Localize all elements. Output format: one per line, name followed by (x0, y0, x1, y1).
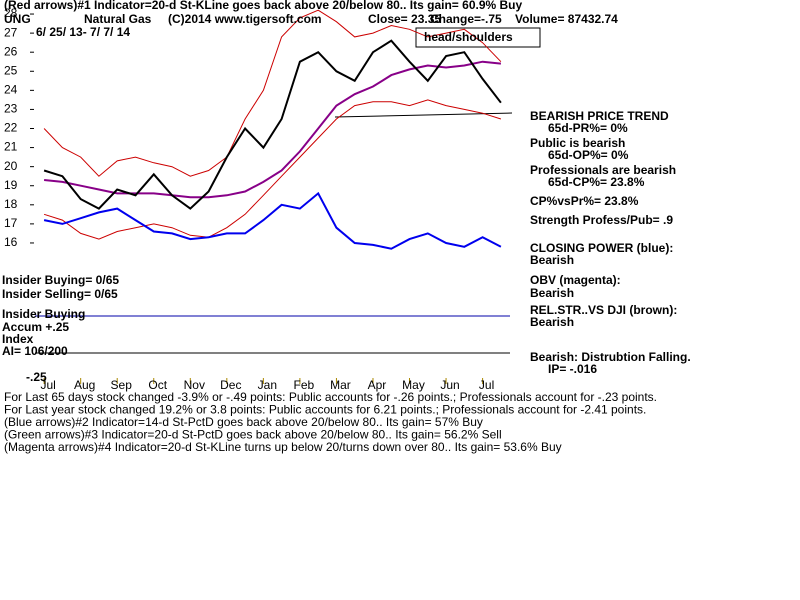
side-text: -.25 (26, 370, 47, 384)
side-text: REL.STR..VS DJI (brown): (530, 303, 677, 317)
side-text: Insider Buying= 0/65 (2, 273, 119, 287)
side-text: Insider Selling= 0/65 (2, 287, 118, 301)
y-tick-label: 24 (4, 83, 18, 97)
y-tick-label: 22 (4, 121, 18, 135)
x-tick-label: Apr (368, 378, 387, 392)
y-tick-label: 27 (4, 25, 18, 39)
x-tick-label: Jul (479, 378, 494, 392)
y-tick-label: 23 (4, 102, 18, 116)
y-tick-label: 26 (4, 44, 18, 58)
x-tick-label: Mar (330, 378, 351, 392)
x-tick-label: Jan (258, 378, 277, 392)
footer-text: (Blue arrows)#2 Indicator=14-d St-PctD g… (4, 415, 483, 429)
footer-text: (Green arrows)#3 Indicator=20-d St-PctD … (4, 428, 502, 442)
header-text: (C)2014 www.tigersoft.com (168, 12, 322, 26)
y-tick-label: 18 (4, 197, 18, 211)
side-text: Insider Buying (2, 307, 85, 321)
y-tick-label: 20 (4, 159, 18, 173)
series-line (43, 39, 502, 210)
side-text: Accum +.25 (2, 320, 69, 334)
x-tick-label: Aug (74, 378, 95, 392)
header-text: Close= 23.35 (368, 12, 441, 26)
footer-text: (Magenta arrows)#4 Indicator=20-d St-KLi… (4, 440, 562, 454)
x-tick-label: Sep (111, 378, 133, 392)
annotation-label: head/shoulders (424, 30, 513, 44)
x-tick-label: Jun (440, 378, 459, 392)
header-text: UNG (4, 12, 31, 26)
side-text: Strength Profess/Pub= .9 (530, 213, 673, 227)
side-text: AI= 106/200 (2, 344, 68, 358)
side-text: 65d-OP%= 0% (548, 148, 629, 162)
x-tick-label: Dec (220, 378, 241, 392)
x-tick-label: Jul (40, 378, 55, 392)
x-tick-label: May (402, 378, 425, 392)
side-text: Bearish (530, 286, 574, 300)
series-line (43, 191, 502, 250)
side-text: CLOSING POWER (blue): (530, 241, 673, 255)
side-text: Bearish: Distrubtion Falling. (530, 350, 691, 364)
side-text: 65d-CP%= 23.8% (548, 175, 645, 189)
footer-text: For Last 65 days stock changed -3.9% or … (4, 390, 657, 404)
header-text: 6/ 25/ 13- 7/ 7/ 14 (36, 25, 130, 39)
y-tick-label: 25 (4, 63, 18, 77)
side-text: BEARISH PRICE TREND (530, 109, 669, 123)
y-tick-label: 19 (4, 178, 18, 192)
y-tick-label: 21 (4, 140, 18, 154)
header-text: Change=-.75 (430, 12, 502, 26)
series-line (43, 99, 502, 240)
y-tick-label: 28 (4, 6, 18, 20)
side-text: Professionals are bearish (530, 163, 676, 177)
series-line (43, 60, 502, 199)
header-text: Volume= 87432.74 (515, 12, 618, 26)
series-line (43, 9, 502, 177)
side-text: 65d-PR%= 0% (548, 121, 628, 135)
footer-text: For Last year stock changed 19.2% or 3.8… (4, 403, 646, 417)
x-tick-label: Nov (184, 378, 205, 392)
side-text: Bearish (530, 253, 574, 267)
side-text: Public is bearish (530, 136, 625, 150)
side-text: CP%vsPr%= 23.8% (530, 194, 639, 208)
side-text: IP= -.016 (548, 362, 597, 376)
side-text: Bearish (530, 315, 574, 329)
y-tick-label: 17 (4, 216, 18, 230)
x-tick-label: Feb (294, 378, 315, 392)
side-text: OBV (magenta): (530, 273, 621, 287)
header-text: (Red arrows)#1 Indicator=20-d St-KLine g… (4, 0, 522, 12)
side-text: Index (2, 332, 34, 346)
header-text: Natural Gas (84, 12, 152, 26)
x-tick-label: Oct (148, 378, 167, 392)
y-tick-label: 16 (4, 235, 18, 249)
